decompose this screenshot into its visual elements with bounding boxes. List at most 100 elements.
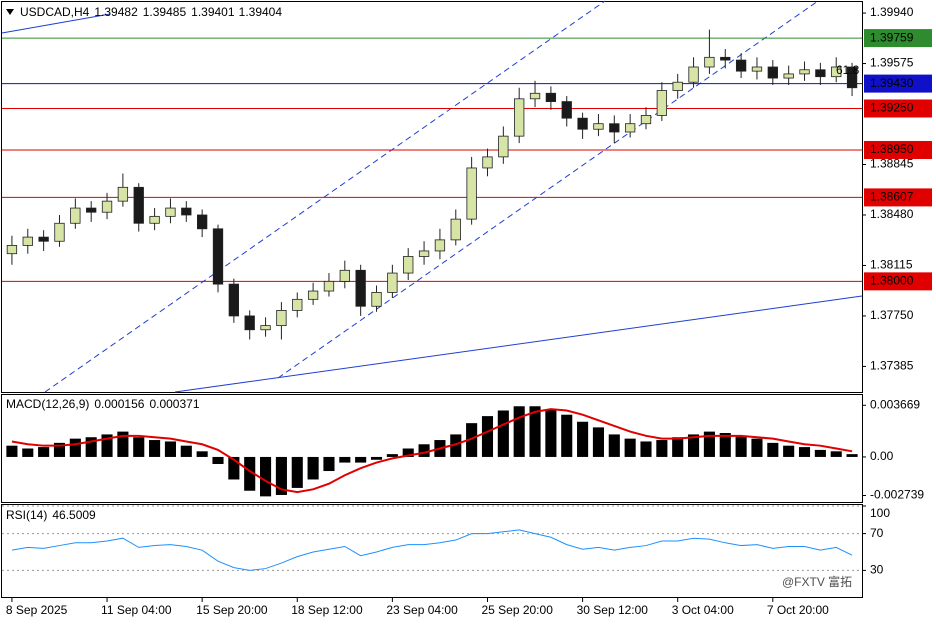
header-value: 1.39485	[143, 5, 187, 19]
macd-bar	[703, 431, 715, 457]
candle-body	[165, 207, 176, 217]
price-label: 1.39250	[870, 101, 914, 115]
x-tick-label: 7 Oct 20:00	[767, 603, 829, 617]
candle-body	[196, 214, 208, 230]
candle-body	[783, 73, 794, 79]
macd-bar	[355, 456, 367, 463]
macd-bar	[545, 409, 557, 457]
x-tick-label: 18 Sep 12:00	[291, 603, 363, 617]
macd-bar	[196, 451, 208, 457]
candle-body	[672, 81, 683, 91]
macd-bar	[814, 449, 826, 457]
y-tick-label: 1.37750	[870, 308, 914, 322]
y-tick-label: 30	[870, 563, 884, 577]
candle-body	[418, 250, 430, 257]
macd-bar	[529, 406, 541, 457]
macd-bar	[164, 441, 176, 457]
y-tick-label: -0.002739	[870, 488, 924, 502]
macd-bar	[656, 440, 668, 457]
macd-bar	[767, 442, 779, 457]
macd-bar	[386, 454, 398, 457]
macd-bar	[38, 447, 50, 457]
macd-bar	[481, 416, 494, 457]
candle-body	[815, 69, 826, 78]
watermark: @FXTV 富拓	[782, 574, 852, 589]
macd-bar	[466, 423, 478, 457]
x-tick-label: 25 Sep 20:00	[481, 603, 553, 617]
candle-body	[577, 117, 588, 130]
y-tick-label: 1.38480	[870, 207, 914, 221]
candle-body	[434, 239, 446, 252]
macd-bar	[117, 431, 129, 457]
candle-body	[640, 115, 652, 125]
candle-body	[276, 310, 287, 327]
candle-body	[609, 123, 620, 133]
candle-body	[371, 292, 382, 307]
macd-bar	[339, 456, 351, 463]
candle-body	[466, 167, 477, 220]
candle-body	[133, 186, 144, 224]
main-panel	[1, 1, 863, 393]
candle-body	[244, 315, 255, 331]
macd-bar	[783, 445, 795, 457]
candle-body	[450, 218, 461, 241]
candle-body	[181, 207, 192, 216]
candle-body	[6, 245, 18, 255]
candle-body	[339, 269, 350, 282]
header-value: 46.5009	[52, 508, 96, 522]
macd-bar	[6, 445, 18, 457]
trend-line	[1, 13, 111, 34]
macd-bar	[418, 444, 430, 457]
macd-bar	[370, 456, 383, 460]
candle-body	[767, 66, 778, 79]
x-tick-label: 3 Oct 04:00	[672, 603, 734, 617]
macd-bar	[497, 410, 509, 457]
candle-body	[656, 90, 668, 116]
trend-lines	[1, 0, 863, 393]
macd-bar	[798, 447, 811, 457]
candle-body	[720, 56, 731, 61]
candle-body	[70, 207, 81, 224]
price-label: 1.38000	[870, 274, 914, 288]
macd-bar	[640, 441, 652, 457]
macd-bar	[672, 437, 684, 457]
macd-bar	[307, 456, 319, 480]
candle-body	[117, 186, 129, 202]
macd-bar	[719, 433, 731, 457]
candle-body	[482, 156, 493, 169]
candle-body	[514, 98, 525, 137]
macd-bar	[735, 435, 747, 457]
candle-body	[38, 236, 49, 242]
candle-body	[292, 298, 303, 311]
fib-label: 61.8	[836, 63, 860, 77]
candle-body	[149, 215, 160, 224]
y-tick-label: 0.00	[870, 449, 894, 463]
macd-bar	[260, 456, 272, 497]
macd-bar	[244, 456, 256, 491]
candle-body	[799, 69, 810, 75]
macd-bar	[180, 445, 192, 457]
x-tick-label: 8 Sep 2025	[6, 603, 68, 617]
x-tick-label: 23 Sep 04:00	[386, 603, 458, 617]
rsi-panel	[1, 504, 863, 598]
candle-body	[831, 66, 842, 78]
y-tick-label: 0.003669	[870, 397, 920, 411]
rsi-line	[11, 529, 853, 571]
indicator-name: RSI(14)	[6, 508, 47, 522]
price-label-box	[864, 74, 932, 93]
macd-bar	[751, 438, 763, 457]
indicator-name: USDCAD,H4	[20, 5, 90, 19]
macd-bar	[577, 421, 589, 457]
macd-bar	[228, 456, 240, 480]
signal-line	[11, 408, 853, 494]
macd-bar	[69, 438, 81, 457]
header-value: 0.000156	[94, 397, 144, 411]
header-value: 1.39404	[239, 5, 283, 19]
macd-bar	[402, 448, 414, 457]
candle-body	[22, 236, 33, 246]
macd-bar	[133, 437, 145, 457]
macd-bar	[101, 434, 113, 457]
